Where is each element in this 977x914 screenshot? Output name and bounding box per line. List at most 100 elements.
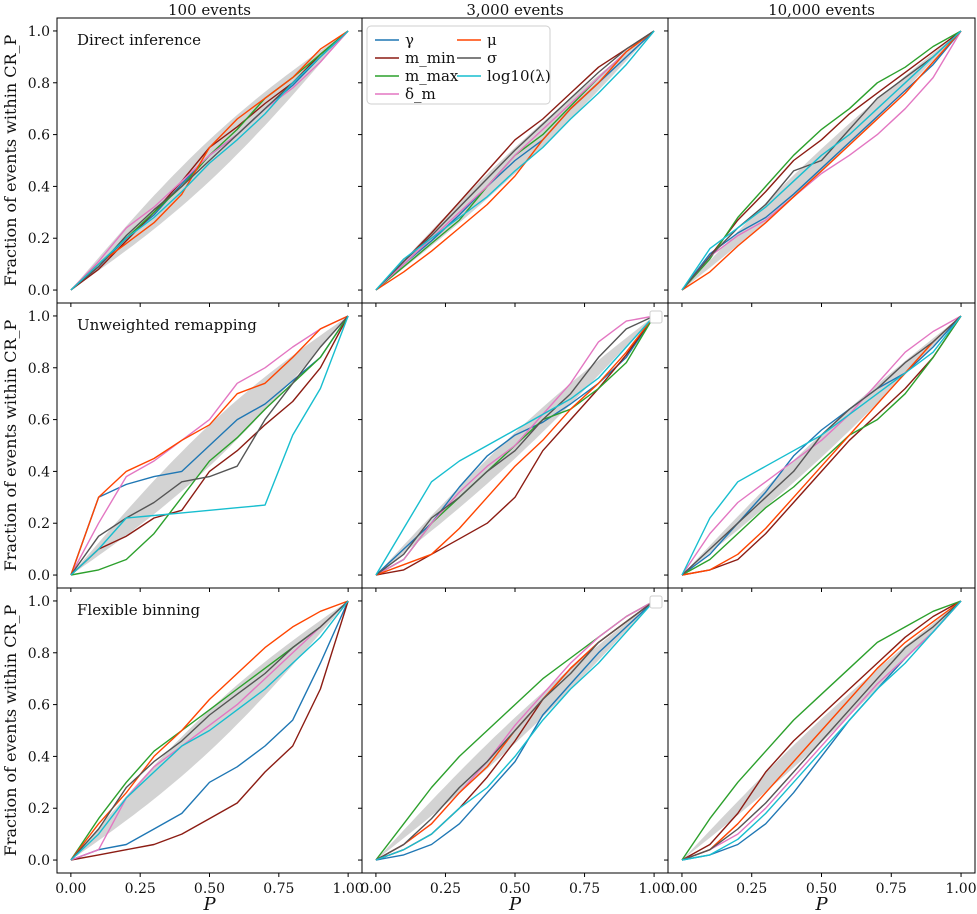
x-tick-label: 0.00 bbox=[55, 881, 86, 897]
empty-legend-box bbox=[649, 310, 663, 324]
series-line-gamma bbox=[70, 600, 349, 861]
legend-label-mmin: m_min bbox=[405, 49, 456, 67]
y-tick-label: 0.0 bbox=[28, 283, 50, 299]
x-tick-label: 0.75 bbox=[569, 881, 600, 897]
series-line-sigma bbox=[375, 315, 655, 576]
panel-r2-c1 bbox=[358, 587, 669, 877]
y-axis-label: Fraction of events within CR_P bbox=[1, 34, 20, 286]
y-tick-label: 0.2 bbox=[28, 801, 50, 817]
column-title: 100 events bbox=[168, 1, 251, 19]
series-line-deltam bbox=[681, 30, 962, 291]
series-line-mu bbox=[681, 600, 962, 861]
x-tick-label: 0.00 bbox=[360, 881, 391, 897]
panel-r2-c2 bbox=[664, 587, 976, 877]
legend-label-gamma: γ bbox=[405, 31, 414, 49]
y-tick-label: 0.4 bbox=[28, 749, 50, 765]
y-axis-label: Fraction of events within CR_P bbox=[1, 604, 20, 856]
legend-label-sigma: σ bbox=[487, 49, 497, 67]
x-tick-label: 0.25 bbox=[736, 881, 767, 897]
series-line-gamma bbox=[375, 30, 655, 291]
y-tick-label: 0.2 bbox=[28, 516, 50, 532]
x-axis-label: P bbox=[202, 894, 216, 914]
series-line-loglambda bbox=[681, 30, 962, 291]
series-line-loglambda bbox=[681, 600, 962, 861]
series-line-mmin bbox=[70, 600, 349, 861]
series-line-mmax bbox=[70, 315, 349, 576]
series-line-loglambda bbox=[70, 30, 349, 291]
y-tick-label: 1.0 bbox=[28, 24, 50, 40]
series-line-mu bbox=[681, 315, 962, 576]
panel-r0-c1 bbox=[358, 17, 669, 307]
legend-label-mu: μ bbox=[487, 31, 497, 49]
series-line-deltam bbox=[70, 30, 349, 291]
series-line-sigma bbox=[375, 600, 655, 861]
x-tick-label: 1.00 bbox=[945, 881, 976, 897]
column-title: 3,000 events bbox=[466, 1, 563, 19]
series-line-deltam bbox=[375, 315, 655, 576]
y-tick-label: 0.6 bbox=[28, 128, 50, 144]
x-tick-label: 0.50 bbox=[194, 881, 225, 897]
panel-r2-c0 bbox=[53, 587, 363, 877]
x-tick-label: 0.00 bbox=[666, 881, 697, 897]
series-line-sigma bbox=[681, 30, 962, 291]
series-line-deltam bbox=[375, 30, 655, 291]
y-tick-label: 0.4 bbox=[28, 179, 50, 195]
series-line-mmin bbox=[681, 600, 962, 861]
panel-label: Direct inference bbox=[77, 31, 201, 49]
series-line-mu bbox=[70, 315, 349, 576]
series-line-mu bbox=[375, 30, 655, 291]
y-tick-label: 1.0 bbox=[28, 309, 50, 325]
panels-layer bbox=[53, 17, 976, 877]
empty-legend-box bbox=[649, 595, 663, 609]
series-line-loglambda bbox=[375, 600, 655, 861]
x-axis-label: P bbox=[508, 894, 522, 914]
panel-label: Flexible binning bbox=[77, 601, 201, 619]
y-tick-label: 0.8 bbox=[28, 646, 50, 662]
y-tick-label: 0.2 bbox=[28, 231, 50, 247]
y-tick-label: 0.0 bbox=[28, 568, 50, 584]
panel-label: Unweighted remapping bbox=[77, 316, 257, 334]
series-line-mu bbox=[681, 30, 962, 291]
series-line-gamma bbox=[375, 315, 655, 576]
series-line-sigma bbox=[375, 30, 655, 291]
series-line-deltam bbox=[681, 600, 962, 861]
panel-r0-c2 bbox=[664, 17, 976, 307]
y-tick-label: 0.6 bbox=[28, 413, 50, 429]
series-line-loglambda bbox=[375, 30, 655, 291]
x-tick-label: 0.25 bbox=[430, 881, 461, 897]
x-tick-label: 0.50 bbox=[806, 881, 837, 897]
series-line-mmax bbox=[681, 30, 962, 291]
series-line-mmin bbox=[375, 30, 655, 291]
series-line-mmax bbox=[681, 315, 962, 576]
y-tick-label: 0.4 bbox=[28, 464, 50, 480]
series-line-sigma bbox=[681, 600, 962, 861]
y-axis-label: Fraction of events within CR_P bbox=[1, 319, 20, 571]
series-line-mmin bbox=[70, 315, 349, 576]
series-line-deltam bbox=[70, 315, 349, 576]
x-tick-label: 0.50 bbox=[499, 881, 530, 897]
x-tick-label: 1.00 bbox=[333, 881, 364, 897]
x-axis-label: P bbox=[814, 894, 828, 914]
series-line-gamma bbox=[70, 315, 349, 576]
x-tick-label: 0.75 bbox=[263, 881, 294, 897]
legend-label-loglambda: log10(λ) bbox=[487, 67, 551, 85]
series-line-loglambda bbox=[375, 315, 655, 576]
series-line-loglambda bbox=[681, 315, 962, 576]
x-tick-label: 0.25 bbox=[125, 881, 156, 897]
series-line-mmin bbox=[375, 315, 655, 576]
series-line-mmax bbox=[681, 600, 962, 861]
legend-box bbox=[366, 25, 551, 105]
series-line-sigma bbox=[70, 600, 349, 861]
panel-r0-c0 bbox=[53, 17, 363, 307]
series-line-gamma bbox=[375, 600, 655, 861]
series-line-mu bbox=[70, 600, 349, 861]
series-line-loglambda bbox=[70, 315, 349, 576]
series-line-sigma bbox=[70, 315, 349, 576]
y-tick-label: 1.0 bbox=[28, 594, 50, 610]
series-line-mu bbox=[70, 30, 349, 291]
y-tick-label: 0.8 bbox=[28, 76, 50, 92]
y-tick-label: 0.6 bbox=[28, 698, 50, 714]
